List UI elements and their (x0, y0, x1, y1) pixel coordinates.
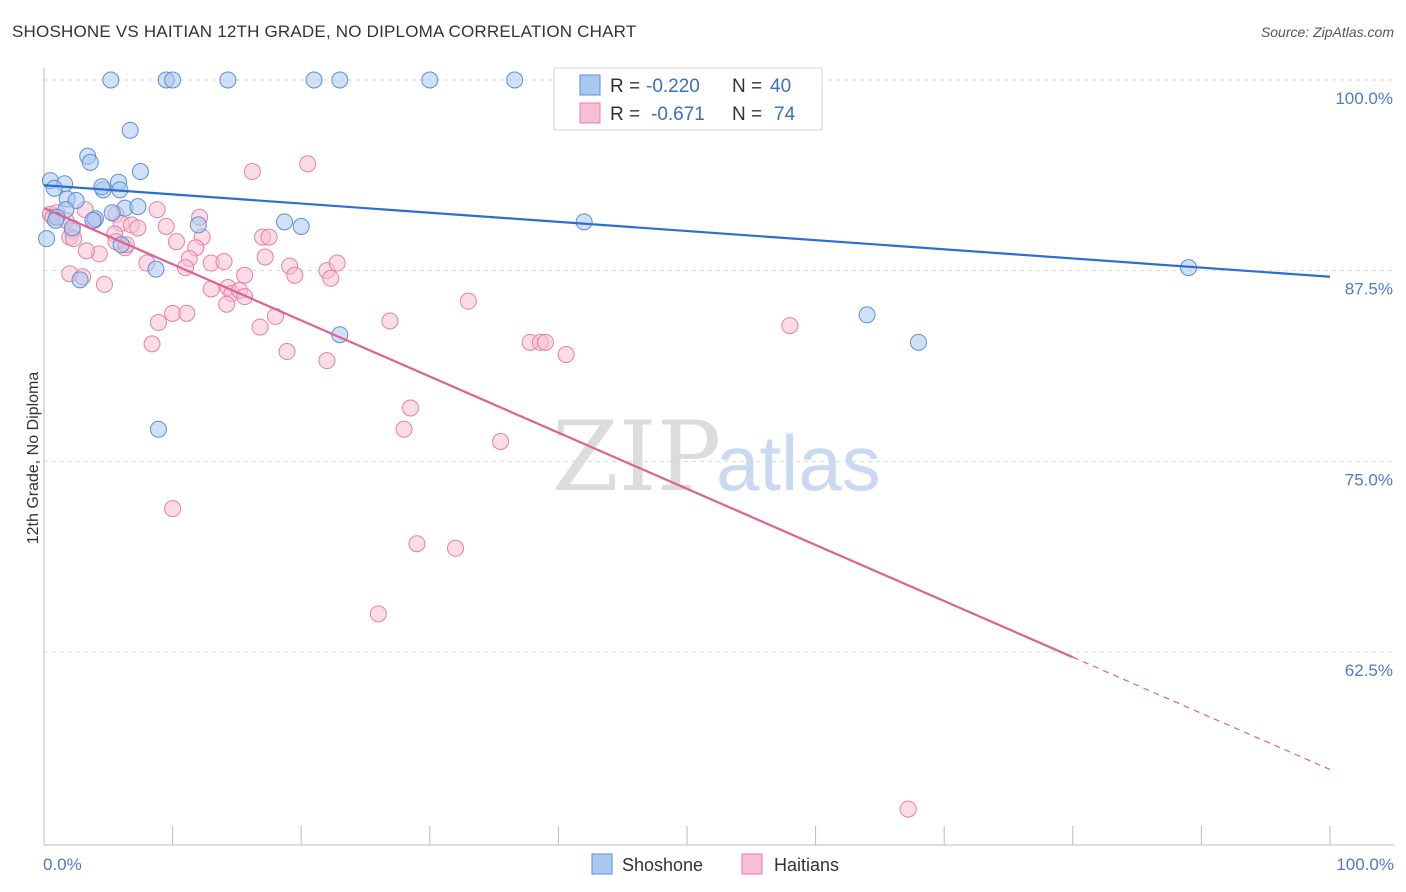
trend-lines (43, 184, 1331, 771)
haitians-point (164, 500, 182, 518)
haitians-point (557, 346, 575, 364)
haitians-point (286, 266, 304, 284)
haitians-point (381, 312, 399, 330)
haitians-point (148, 201, 166, 219)
shoshone-point (102, 71, 120, 89)
shoshone-point (331, 71, 349, 89)
shoshone-point (149, 420, 167, 438)
haitians-point (299, 155, 317, 173)
shoshone-point (219, 71, 237, 89)
haitians-point (164, 304, 182, 322)
haitians-point (492, 433, 510, 451)
shoshone-point (38, 230, 56, 248)
legend-r-value-2: -0.671 (651, 104, 705, 125)
shoshone-trend-line (43, 184, 1331, 278)
shoshone-point (575, 213, 593, 231)
haitians-point (260, 228, 278, 246)
haitians-point (256, 248, 274, 266)
shoshone-point (81, 153, 99, 171)
haitians-point (395, 420, 413, 438)
haitians-point (251, 318, 269, 336)
shoshone-point (506, 71, 524, 89)
shoshone-point (129, 198, 147, 216)
haitians-point (149, 314, 167, 332)
bottom-legend-label-haitians: Haitians (774, 855, 839, 875)
haitians-point (318, 352, 336, 370)
haitians-point (328, 254, 346, 272)
haitians-point (218, 295, 236, 313)
bottom-legend-label-shoshone: Shoshone (622, 855, 703, 875)
legend-n-label-1: N = (732, 76, 762, 97)
shoshone-point (131, 163, 149, 181)
haitians-point (447, 539, 465, 557)
haitians-point (95, 275, 113, 293)
haitians-point (459, 292, 477, 310)
haitians-trend-line (43, 207, 1074, 659)
y-tick-labels: 100.0% 87.5% 75.0% 62.5% (1335, 89, 1393, 680)
haitians-point (537, 333, 555, 351)
shoshone-point (45, 179, 63, 197)
haitians-point (899, 800, 917, 818)
haitians-point (236, 266, 254, 284)
haitians-point (408, 535, 426, 553)
haitians-trend-line-extrapolated (1072, 656, 1331, 771)
haitians-point (77, 242, 95, 260)
shoshone-point (164, 71, 182, 89)
legend-r-label-1: R = (610, 76, 640, 97)
bottom-legend-swatch-haitians (741, 853, 763, 875)
correlation-legend: R = -0.220 N = 40 R = -0.671 N = 74 (553, 67, 823, 131)
bottom-legend-swatch-shoshone (591, 853, 613, 875)
watermark-zip: ZIP (552, 401, 721, 513)
legend-n-value-1: 40 (770, 76, 791, 97)
source-credit: Source: ZipAtlas.com (1260, 24, 1394, 40)
haitians-point (129, 219, 147, 237)
shoshone-point (858, 306, 876, 324)
y-axis-label: 12th Grade, No Diploma (25, 372, 42, 545)
shoshone-point (275, 213, 293, 231)
legend-n-value-2: 74 (774, 104, 796, 125)
legend-swatch-haitians (579, 102, 601, 124)
x-axis-ticks (43, 826, 1331, 845)
haitians-point (167, 233, 185, 251)
data-points (38, 71, 1198, 818)
x-tick-label-max: 100.0% (1336, 855, 1394, 874)
shoshone-point (305, 71, 323, 89)
legend-n-label-2: N = (732, 104, 762, 125)
x-tick-label-min: 0.0% (43, 855, 82, 874)
legend-r-value-1: -0.220 (646, 76, 700, 97)
shoshone-point (147, 260, 165, 278)
shoshone-point (103, 204, 121, 222)
shoshone-point (71, 271, 89, 289)
shoshone-point (121, 121, 139, 139)
y-tick-label: 100.0% (1335, 89, 1393, 108)
chart-title: SHOSHONE VS HAITIAN 12TH GRADE, NO DIPLO… (12, 22, 637, 41)
shoshone-point (93, 178, 111, 196)
y-tick-label: 87.5% (1345, 280, 1393, 299)
haitians-point (322, 269, 340, 287)
series-legend: Shoshone Haitians (591, 853, 839, 875)
watermark-atlas: atlas (716, 419, 881, 507)
y-tick-label: 62.5% (1345, 661, 1393, 680)
shoshone-point (421, 71, 439, 89)
haitians-point (143, 335, 161, 353)
haitians-point (178, 304, 196, 322)
haitians-point (157, 217, 175, 235)
haitians-point (278, 343, 296, 361)
legend-r-label-2: R = (610, 104, 640, 125)
haitians-point (402, 399, 420, 417)
haitians-point (369, 605, 387, 623)
y-tick-label: 75.0% (1345, 470, 1393, 489)
haitians-point (215, 253, 233, 271)
shoshone-point (189, 216, 207, 234)
haitians-point (243, 163, 261, 181)
shoshone-point (909, 333, 927, 351)
shoshone-point (292, 217, 310, 235)
haitians-point (781, 317, 799, 335)
legend-swatch-shoshone (579, 74, 601, 96)
